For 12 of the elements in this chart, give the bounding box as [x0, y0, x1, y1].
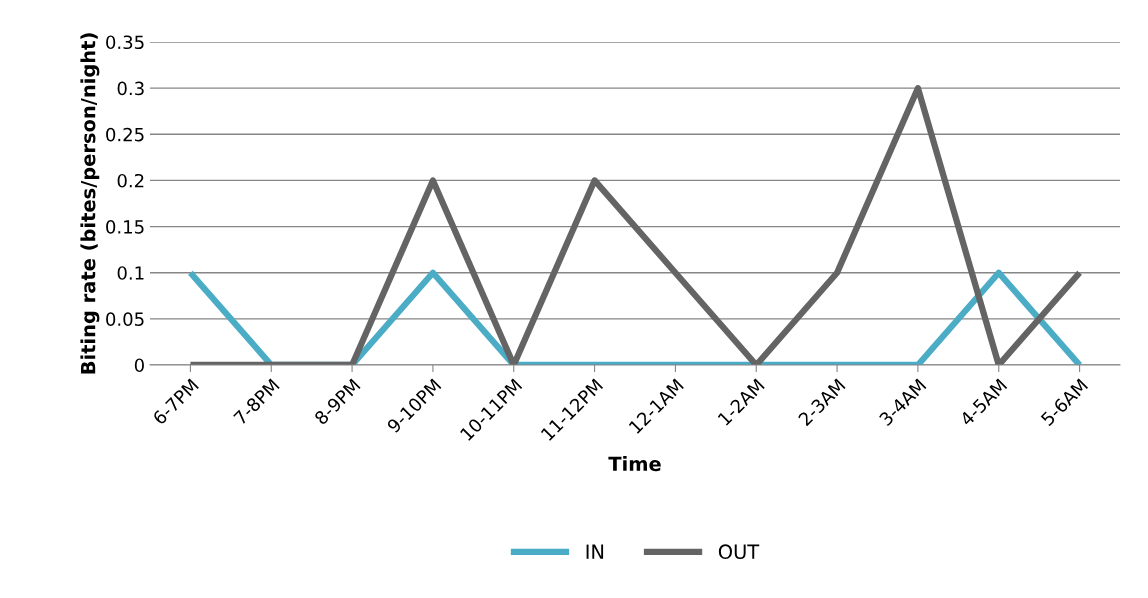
y-tick-label: 0 — [134, 358, 144, 373]
legend-label: IN — [586, 544, 604, 559]
y-tick-label: 0.2 — [117, 173, 144, 188]
y-tick-label: 0.05 — [106, 312, 144, 326]
y-tick-label: 0.35 — [106, 35, 144, 50]
y-tick-label: 0.15 — [106, 220, 144, 234]
legend-label: OUT — [718, 544, 760, 560]
y-tick-label: 0.25 — [106, 127, 144, 142]
y-tick-label: 0.3 — [117, 81, 144, 96]
y-tick-label: 0.1 — [117, 266, 144, 280]
y-axis-title: Biting rate (bites/person/night) — [80, 33, 100, 374]
x-axis-title: Time — [608, 456, 661, 472]
